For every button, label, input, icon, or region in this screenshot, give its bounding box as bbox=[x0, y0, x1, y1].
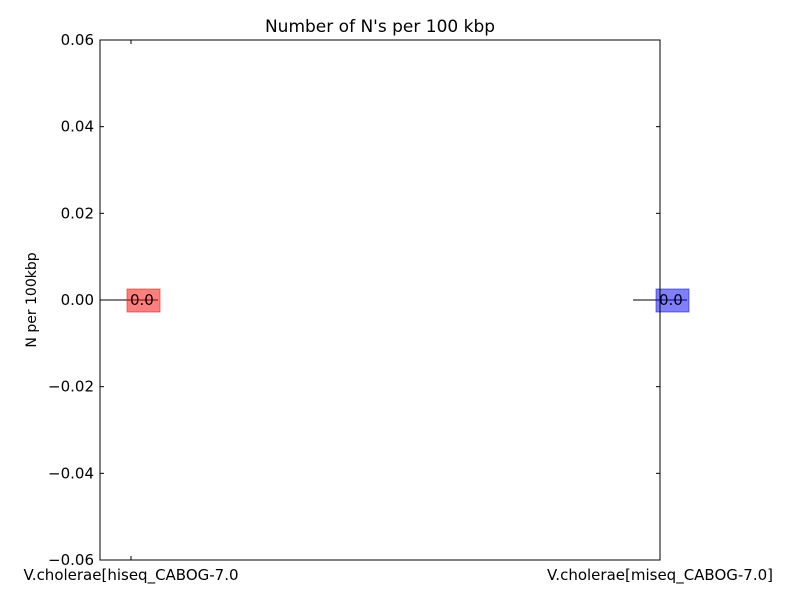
y-tick-label: 0.02 bbox=[61, 204, 94, 222]
y-tick-label: 0.04 bbox=[61, 118, 94, 136]
data-label: 0.0 bbox=[130, 291, 154, 309]
y-tick-label: −0.02 bbox=[48, 378, 94, 396]
y-tick-label: 0.06 bbox=[61, 31, 94, 49]
y-tick-label: 0.00 bbox=[61, 291, 94, 309]
data-label: 0.0 bbox=[659, 291, 683, 309]
data-label-box bbox=[655, 288, 690, 313]
plot-area-frame bbox=[99, 39, 661, 561]
y-axis-label: N per 100kbp bbox=[24, 252, 40, 347]
y-tick-label: −0.06 bbox=[48, 551, 94, 569]
chart-title: Number of N's per 100 kbp bbox=[265, 17, 495, 37]
data-label-box bbox=[126, 288, 161, 313]
x-tick-label: V.cholerae[hiseq_CABOG-7.0 bbox=[23, 566, 238, 585]
y-tick-label: −0.04 bbox=[48, 464, 94, 482]
x-tick-label: V.cholerae[miseq_CABOG-7.0] bbox=[547, 566, 773, 585]
